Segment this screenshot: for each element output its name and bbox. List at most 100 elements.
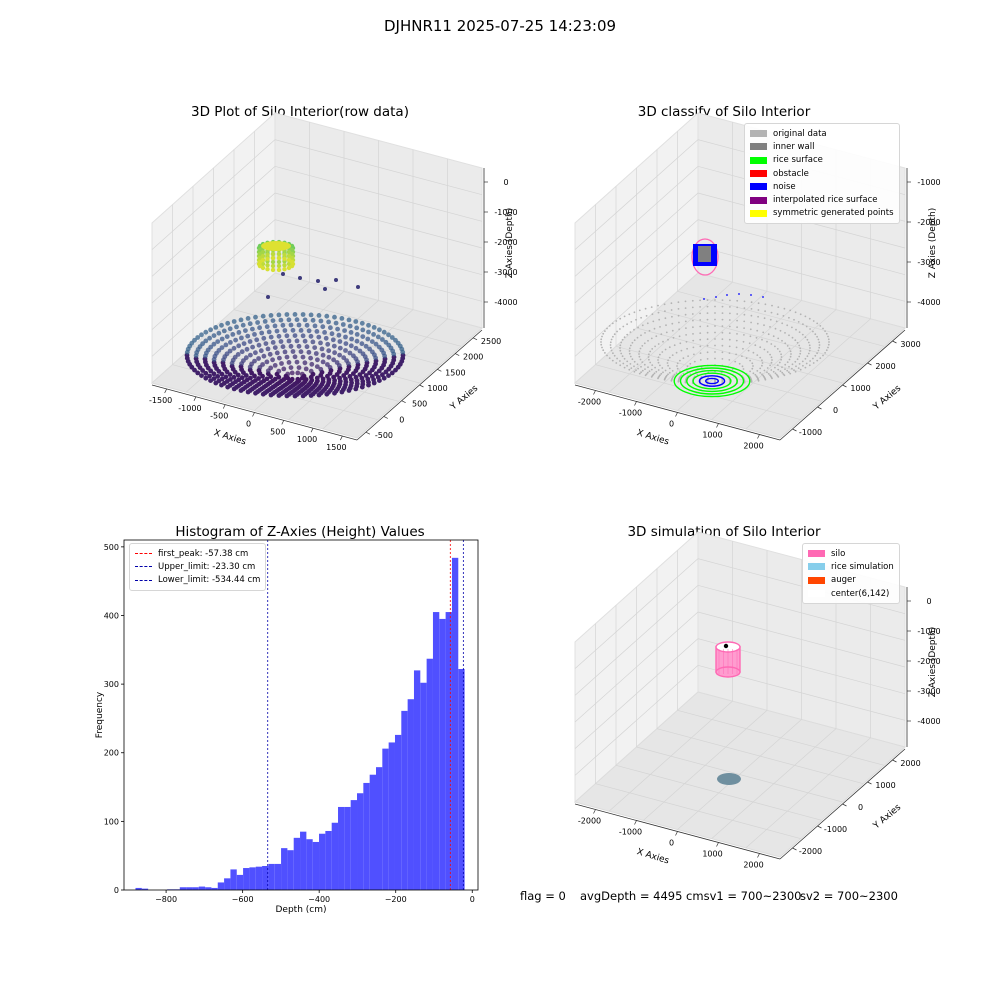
- plot1-y-tick: [383, 416, 388, 419]
- histogram-bar: [331, 822, 339, 890]
- rice-simulation: [717, 773, 741, 785]
- original-data-point: [644, 368, 646, 370]
- original-data-point: [692, 339, 695, 342]
- data-point: [258, 348, 264, 354]
- data-point: [289, 370, 295, 376]
- legend-item: auger: [808, 574, 894, 587]
- original-data-point: [759, 346, 762, 349]
- plot2-x-tick: [593, 390, 596, 395]
- data-point: [322, 330, 327, 335]
- original-data-point: [675, 372, 678, 375]
- histogram-bar: [350, 800, 358, 890]
- histogram-bar: [274, 863, 282, 890]
- data-point: [316, 334, 322, 340]
- original-data-point: [721, 351, 724, 354]
- data-point: [280, 344, 286, 350]
- plot4-x-tick: [716, 842, 719, 847]
- data-point: [354, 325, 360, 331]
- data-point: [256, 342, 262, 348]
- histogram-bar: [230, 869, 237, 890]
- data-point: [282, 328, 288, 333]
- plot2-z-tick-label: -4000: [917, 298, 940, 307]
- plot1-3d-axes: -1500-1000-500050010001500-5000500100015…: [149, 111, 518, 452]
- original-data-point: [668, 371, 671, 374]
- original-data-point: [652, 373, 655, 376]
- data-point: [219, 376, 225, 382]
- data-point: [298, 328, 304, 333]
- original-data-point: [769, 374, 771, 376]
- original-data-point: [610, 338, 613, 341]
- data-point: [330, 337, 336, 343]
- original-data-point: [621, 355, 624, 358]
- histogram-bar: [319, 833, 326, 890]
- original-data-point: [631, 358, 634, 361]
- original-data-point: [659, 364, 661, 367]
- data-point: [366, 329, 371, 335]
- data-point: [349, 336, 354, 342]
- data-point: [303, 366, 309, 372]
- original-data-point: [735, 353, 737, 356]
- data-point: [324, 313, 330, 319]
- data-point: [318, 318, 324, 324]
- legend-swatch: [808, 590, 825, 598]
- plot1-z-tick-label: -2000: [494, 238, 517, 247]
- plot4-y-tick-label: 2000: [900, 759, 920, 768]
- original-data-point: [804, 336, 807, 339]
- original-data-point: [774, 345, 776, 348]
- data-point: [316, 279, 320, 283]
- data-point: [261, 335, 267, 341]
- data-point: [375, 334, 381, 340]
- original-data-point: [623, 357, 626, 360]
- plot1-y-tick-label: 1000: [427, 384, 447, 393]
- data-point: [247, 321, 253, 327]
- data-point: [303, 377, 309, 382]
- data-point: [337, 339, 343, 344]
- data-point: [211, 371, 217, 377]
- plot2-grid: [677, 290, 885, 347]
- original-data-point: [616, 330, 618, 333]
- original-data-point: [628, 368, 631, 371]
- data-point: [286, 338, 292, 344]
- original-data-point: [729, 306, 731, 308]
- data-point: [285, 371, 291, 377]
- original-data-point: [691, 299, 694, 302]
- original-data-point: [777, 368, 780, 371]
- data-point: [360, 334, 366, 339]
- data-point: [272, 323, 278, 329]
- data-point: [284, 312, 290, 317]
- data-point: [225, 320, 231, 326]
- histogram-bar: [439, 618, 446, 890]
- x-tick-label: −800: [155, 895, 177, 904]
- original-data-point: [824, 330, 826, 332]
- original-data-point: [804, 366, 807, 369]
- data-point: [316, 313, 322, 318]
- data-point: [314, 364, 320, 369]
- original-data-point: [778, 361, 781, 364]
- original-data-point: [644, 374, 647, 377]
- histogram-xlabel: Depth (cm): [275, 905, 326, 915]
- rice-surface-ring: [686, 369, 738, 393]
- data-point: [252, 332, 257, 337]
- plot4-title: 3D simulation of Silo Interior: [627, 524, 821, 540]
- original-data-point: [783, 307, 786, 310]
- data-point: [243, 373, 249, 378]
- original-data-point: [653, 372, 656, 375]
- data-point: [270, 251, 276, 257]
- original-data-point: [750, 301, 753, 304]
- original-data-point: [801, 360, 804, 363]
- original-data-point: [680, 349, 683, 352]
- original-data-point: [671, 370, 674, 372]
- data-point: [334, 278, 338, 282]
- data-point: [254, 337, 260, 343]
- original-data-point: [816, 322, 819, 325]
- data-point: [337, 375, 342, 381]
- original-data-point: [769, 318, 772, 321]
- data-point: [296, 365, 302, 370]
- original-data-point: [780, 358, 782, 361]
- original-data-point: [798, 344, 801, 347]
- histogram-bar: [255, 866, 263, 890]
- original-data-point: [736, 333, 738, 335]
- original-data-point: [808, 344, 811, 347]
- original-data-point: [692, 319, 694, 322]
- data-point: [371, 332, 376, 337]
